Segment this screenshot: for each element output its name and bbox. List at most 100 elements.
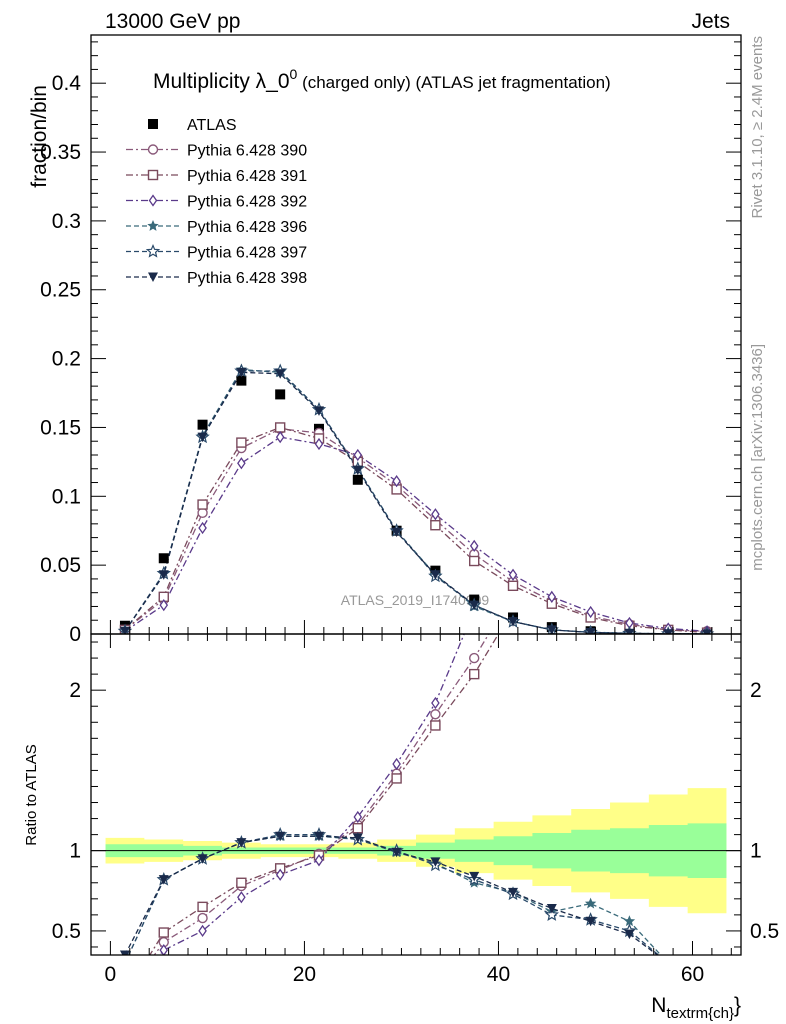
- data-point-s3-10: [508, 568, 518, 581]
- rivet-label: Rivet 3.1.10, ≥ 2.4M events: [749, 36, 766, 219]
- header-right: Jets: [691, 10, 730, 33]
- ratio-point-s2-8: [431, 696, 440, 710]
- data-point-s6-4: [275, 369, 286, 379]
- ratio-point-s1-11: [547, 541, 556, 550]
- ratio-point-s1-15: [703, 429, 712, 438]
- ratio-line-2: [158, 634, 465, 955]
- legend: ATLAS Pythia 6.428 390 Pythia 6.428 391 Pyt…: [126, 117, 307, 287]
- data-point-s6-6: [352, 465, 363, 476]
- x-label-main: N: [651, 994, 666, 1017]
- series-line-6: [124, 371, 708, 634]
- ratio-point-s1-12: [586, 493, 595, 502]
- ratio-line-5: [124, 835, 659, 955]
- y-tick-label-4: 0.2: [52, 348, 81, 371]
- ratio-point-s0-13: [625, 445, 634, 454]
- ratio-tick-label-right-1: 1: [750, 840, 762, 863]
- data-point-s0-2: [197, 419, 208, 430]
- data-point-s0-4: [275, 389, 286, 400]
- ratio-point-s2-14: [665, 364, 672, 374]
- data-point-s6-7: [391, 527, 402, 538]
- ratio-point-s2-0: [121, 990, 128, 1000]
- ratio-point-s5-2: [197, 854, 208, 864]
- ratio-tick-label-right-2: 2: [750, 679, 762, 702]
- y-tick-label-3: 0.15: [40, 416, 81, 439]
- legend-marker-0: [148, 119, 158, 129]
- ratio-point-s2-7: [392, 757, 401, 771]
- data-point-s3-7: [392, 475, 401, 488]
- legend-marker-3: [148, 194, 158, 207]
- data-point-s0-6: [352, 474, 363, 485]
- analysis-watermark: ATLAS_2019_I1740909: [341, 592, 490, 608]
- ratio-point-s2-13: [626, 396, 633, 406]
- data-point-s0-3: [236, 375, 247, 386]
- data-point-s6-5: [313, 406, 324, 416]
- ratio-point-s2-4: [275, 868, 285, 881]
- data-point-s3-2: [198, 521, 207, 535]
- axis-tick-labels: 0 20 40 60 0 0.05 0.1 0.15 0.2 0.25 0.3 0.35 0.4 0.5 0…: [40, 72, 779, 986]
- data-point-s3-3: [237, 457, 246, 470]
- ratio-point-s1-6: [352, 823, 363, 834]
- legend-marker-2: [147, 169, 159, 181]
- series-line-2: [124, 426, 708, 634]
- ratio-point-s2-6: [353, 810, 363, 824]
- y-axis-label-top: fraction/bin: [28, 85, 51, 188]
- ratio-point-s1-14: [664, 445, 673, 454]
- data-point-s6-12: [585, 627, 596, 634]
- y-tick-label-2: 0.1: [52, 485, 81, 508]
- data-point-s3-4: [275, 430, 285, 444]
- chart-title: Multiplicity λ_00 (charged only) (ATLAS …: [153, 66, 611, 93]
- y-tick-label-1: 0.05: [40, 554, 81, 577]
- ratio-point-s5-12: [585, 916, 596, 927]
- data-point-s3-8: [431, 508, 440, 521]
- ratio-point-s2-3: [237, 891, 246, 904]
- ratio-point-s0-11: [547, 525, 556, 534]
- legend-marker-6: [148, 272, 158, 282]
- legend-label-3: Pythia 6.428 392: [187, 194, 307, 211]
- ratio-line-0: [153, 634, 490, 955]
- data-point-s3-11: [547, 590, 557, 603]
- data-point-s2-4: [274, 422, 286, 433]
- ratio-point-s2-2: [198, 924, 207, 938]
- ratio-tick-label-left-1: 1: [69, 840, 81, 863]
- legend-label-1: Pythia 6.428 390: [187, 143, 307, 160]
- ratio-point-s5-0: [119, 950, 130, 955]
- legend-label-5: Pythia 6.428 397: [187, 245, 307, 262]
- data-point-s6-10: [508, 617, 519, 627]
- data-point-s6-9: [469, 600, 480, 611]
- data-point-s3-5: [314, 437, 324, 451]
- ratio-point-s5-13: [624, 929, 635, 940]
- data-point-s6-14: [663, 629, 674, 634]
- ratio-point-s1-1: [158, 927, 169, 938]
- ratio-point-s0-2: [197, 912, 208, 924]
- data-point-s6-3: [236, 367, 247, 378]
- ratio-line-4: [127, 833, 660, 955]
- ratio-point-s1-3: [236, 877, 247, 888]
- data-point-s6-0: [119, 626, 130, 634]
- data-point-s6-11: [546, 625, 557, 634]
- ratio-point-s5-3: [236, 838, 247, 848]
- ratio-point-s4-0: [119, 957, 131, 968]
- data-point-s2-8: [430, 520, 441, 531]
- ratio-point-s3-12: [584, 897, 597, 909]
- ratio-point-s2-1: [159, 944, 169, 955]
- y-tick-label-7: 0.35: [40, 141, 81, 164]
- ratio-point-s2-10: [510, 541, 517, 551]
- x-tick-label-2: 40: [487, 963, 510, 986]
- data-point-s2-9: [469, 555, 480, 567]
- x-tick-label-0: 0: [105, 963, 117, 986]
- ratio-tick-label-right-0: 0.5: [750, 920, 779, 943]
- ratio-point-s5-10: [508, 887, 519, 898]
- ratio-tick-label-left-2: 2: [69, 679, 81, 702]
- ratio-point-s5-6: [352, 833, 363, 843]
- ratio-point-s1-7: [391, 773, 402, 784]
- ratio-point-s1-2: [197, 901, 208, 913]
- x-label-sub: textrm{ch}: [666, 1005, 734, 1022]
- ratio-point-s5-11: [546, 903, 557, 914]
- ratio-point-s2-11: [548, 477, 555, 487]
- ratio-point-s3-14: [663, 957, 674, 968]
- legend-marker-1: [147, 144, 159, 155]
- ratio-series-lines: [119, 364, 712, 1000]
- ratio-point-s5-9: [469, 871, 480, 882]
- series-line-1: [124, 428, 708, 632]
